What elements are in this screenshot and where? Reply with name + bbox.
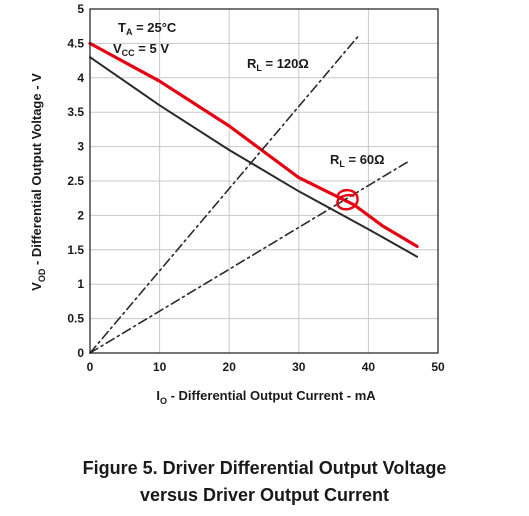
y-tick-label-9: 4.5 (67, 36, 84, 50)
red-circle-marker (336, 188, 359, 211)
x-tick-label-5: 50 (431, 360, 445, 374)
highlight-marker-group (336, 188, 359, 211)
plot-frame (89, 8, 439, 354)
y-tick-label-6: 3 (77, 140, 84, 154)
x-tick-labels: 0 10 20 30 40 50 (87, 360, 445, 374)
y-tick-label-1: 0.5 (67, 312, 84, 326)
chart: 0 10 20 30 40 50 0 0.5 1 1.5 2 2.5 3 3.5 4 4.5 5 TA = 2… (29, 2, 445, 406)
y-tick-label-5: 2.5 (67, 174, 84, 188)
condition-ta-label: TA = 25°C (118, 20, 177, 37)
x-axis-label: IO - Differential Output Current - mA (156, 388, 376, 406)
figure-caption-line-2: versus Driver Output Current (139, 485, 390, 505)
x-tick-label-4: 40 (362, 360, 376, 374)
condition-vcc-label: VCC = 5 V (113, 41, 169, 58)
y-tick-label-8: 4 (77, 71, 84, 85)
y-tick-label-7: 3.5 (67, 105, 84, 119)
y-tick-label-10: 5 (77, 2, 84, 16)
y-tick-label-0: 0 (77, 346, 84, 360)
series-rl-120-load-line (89, 35, 359, 354)
plot-border (89, 8, 439, 354)
y-tick-label-3: 1.5 (67, 243, 84, 257)
series-red-measured-line (88, 41, 419, 248)
series-label-rl-60: RL = 60Ω (330, 152, 385, 169)
x-tick-label-1: 10 (153, 360, 167, 374)
series-label-rl-120: RL = 120Ω (247, 56, 309, 73)
x-tick-label-0: 0 (87, 360, 94, 374)
y-tick-label-4: 2 (77, 208, 84, 222)
x-tick-label-3: 30 (292, 360, 306, 374)
series-rl-60-load-line (89, 159, 411, 354)
y-axis-label: VOD - Differential Output Voltage - V (29, 73, 47, 291)
series-typical-line (89, 56, 419, 258)
figure-caption-line-1: Figure 5. Driver Differential Output Vol… (82, 458, 447, 478)
x-tick-label-2: 20 (223, 360, 237, 374)
y-tick-labels: 0 0.5 1 1.5 2 2.5 3 3.5 4 4.5 5 (67, 2, 84, 360)
y-tick-label-2: 1 (77, 277, 84, 291)
chart-series-group (88, 35, 419, 354)
